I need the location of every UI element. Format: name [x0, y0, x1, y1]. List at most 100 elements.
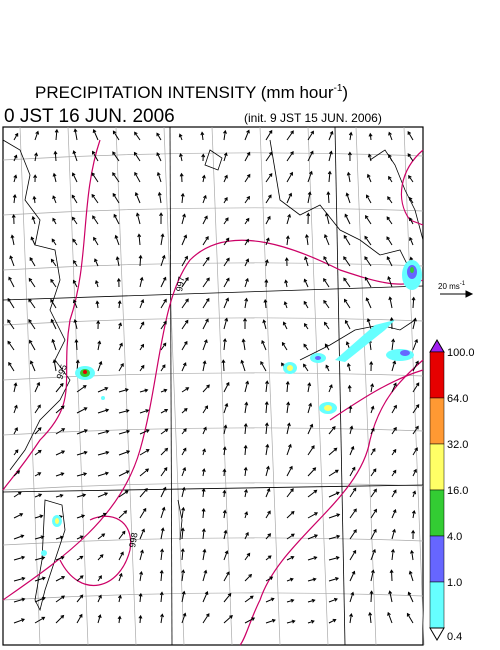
wind-arrow [307, 534, 319, 540]
wind-arrow [265, 380, 269, 393]
wind-arrow [34, 404, 41, 414]
wind-arrow [76, 472, 88, 477]
wind-arrow [370, 528, 377, 540]
wind-arrow [139, 487, 148, 498]
wind-arrow [139, 276, 144, 288]
colorbar-label: 4.0 [447, 531, 462, 543]
wind-arrow [13, 470, 21, 477]
precipitation [41, 260, 422, 556]
wind-arrow [223, 571, 230, 582]
wind-arrow [325, 364, 330, 372]
wind-arrow [139, 570, 144, 582]
wind-arrow [28, 319, 36, 330]
wind-arrow [411, 529, 416, 540]
wind-arrow [223, 402, 229, 414]
wind-arrow [286, 443, 292, 456]
wind-arrow [369, 590, 374, 603]
wind-arrow [34, 449, 42, 456]
wind-arrow [244, 297, 249, 309]
wind-arrow [364, 276, 372, 288]
wind-arrow [286, 130, 294, 141]
wind-arrow [13, 404, 18, 414]
wind-arrow [117, 300, 122, 309]
wind-arrow [386, 256, 393, 267]
wind-arrow [76, 493, 87, 498]
wind-arrow [13, 491, 22, 498]
wind-arrow [139, 507, 147, 519]
colorbar-label: 16.0 [447, 485, 468, 497]
map-frame [2, 126, 424, 646]
wind-arrow [281, 341, 288, 351]
wind-arrow [181, 387, 190, 393]
wind-arrow [160, 276, 167, 288]
wind-arrow [97, 575, 102, 582]
wind-arrow [97, 408, 110, 414]
wind-arrow [181, 234, 188, 246]
wind-arrow [349, 613, 354, 624]
wind-arrow [370, 427, 375, 435]
wind-arrow [201, 528, 206, 540]
wind-arrow [323, 255, 330, 267]
wind-arrow [138, 254, 143, 267]
wind-arrow [303, 278, 309, 288]
wind-arrow [303, 343, 309, 351]
wind-arrow [134, 131, 141, 141]
wind-arrow [386, 216, 393, 225]
coastlines [2, 139, 424, 612]
wind-arrow [264, 401, 269, 414]
wind-arrow [265, 510, 271, 519]
wind-arrow [407, 591, 414, 603]
wind-arrow [286, 401, 291, 414]
wind-arrow [138, 614, 143, 624]
wind-arrow [71, 172, 78, 183]
wind-arrow [76, 535, 84, 540]
wind-arrow [286, 598, 295, 603]
wind-arrow [76, 555, 84, 561]
wind-arrow [181, 590, 186, 603]
colorbar-segment [429, 397, 445, 445]
wind-arrow [348, 405, 353, 414]
wind-arrow [343, 256, 351, 267]
wind-arrow [241, 338, 246, 351]
wind-arrow [76, 450, 88, 456]
colorbar-cap [429, 339, 445, 353]
wind-arrow [328, 597, 338, 603]
wind-arrow [223, 529, 228, 540]
wind-arrow [7, 297, 15, 309]
wind-arrow [328, 577, 340, 582]
wind-arrow [324, 343, 330, 351]
wind-arrow [34, 130, 40, 141]
wind-arrow [223, 152, 228, 162]
wind-arrow [364, 235, 372, 246]
wind-arrow [349, 487, 357, 498]
graticule-line [115, 126, 137, 646]
colorbar-segment [429, 351, 445, 399]
wind-arrow [349, 425, 354, 435]
wind-arrow [222, 446, 227, 456]
wind-arrow [139, 528, 145, 540]
title-end: ) [342, 83, 348, 102]
wind-arrow [202, 426, 207, 435]
graticule [2, 126, 425, 646]
wind-arrow [328, 491, 340, 498]
wind-arrow [71, 194, 78, 204]
wind-arrow [286, 577, 294, 582]
wind-arrow [408, 570, 414, 582]
wind-arrow [72, 279, 78, 288]
wind-arrow [222, 489, 227, 498]
wind-arrow [370, 508, 377, 519]
wind-arrow [260, 360, 267, 372]
wind-arrow [73, 128, 78, 141]
wind-arrow [134, 171, 141, 183]
wind-arrow [365, 215, 372, 225]
wind-arrow [92, 215, 99, 225]
wind-arrow [157, 191, 162, 204]
wind-arrow [29, 257, 36, 267]
wind-arrow [13, 576, 26, 582]
wind-arrow [349, 549, 357, 561]
wind-arrow [139, 343, 145, 351]
wind-arrow [307, 130, 314, 141]
wind-arrow [118, 470, 130, 477]
wind-arrow [160, 388, 168, 393]
wind-arrow [139, 321, 145, 330]
